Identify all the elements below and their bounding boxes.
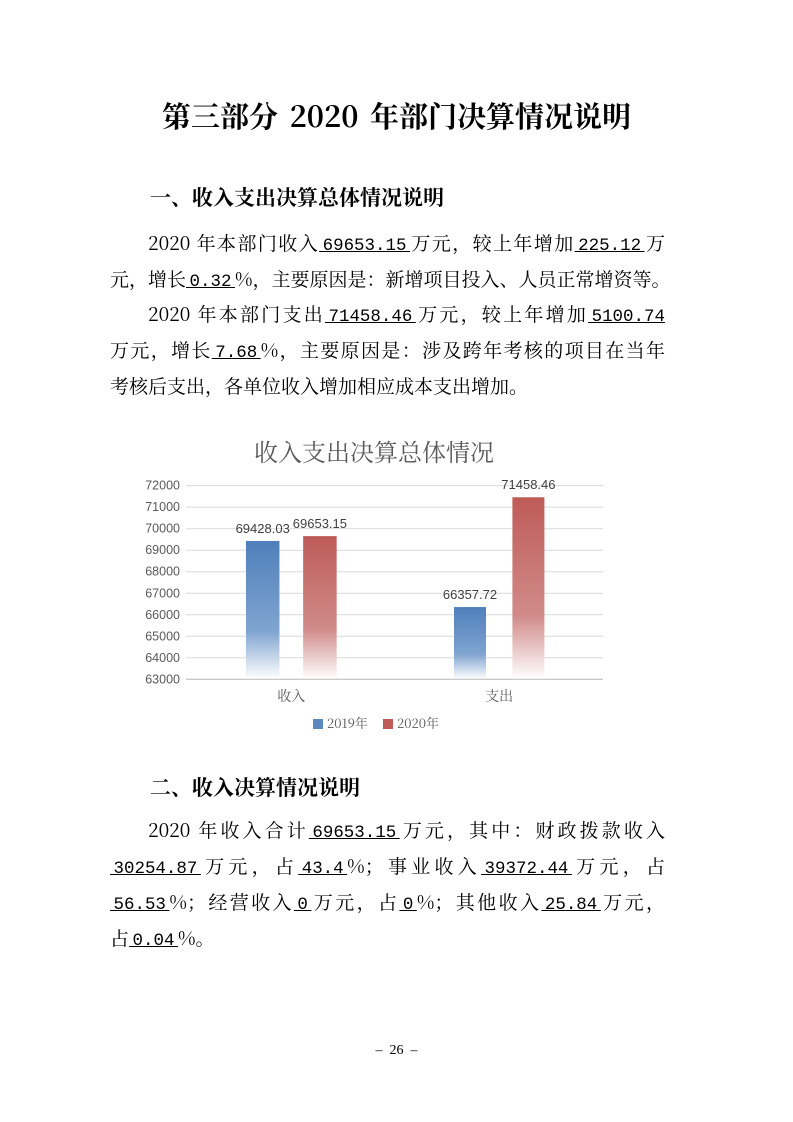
svg-text:68000: 68000 <box>145 565 180 579</box>
svg-text:69653.15: 69653.15 <box>293 516 347 531</box>
svg-text:2019年: 2019年 <box>327 713 368 732</box>
svg-text:64000: 64000 <box>145 651 180 665</box>
svg-text:63000: 63000 <box>145 672 180 686</box>
svg-text:69428.03: 69428.03 <box>236 521 290 536</box>
svg-text:69000: 69000 <box>145 543 180 557</box>
svg-text:支出: 支出 <box>485 686 513 706</box>
svg-text:66000: 66000 <box>145 608 180 622</box>
svg-text:71458.46: 71458.46 <box>501 477 555 492</box>
svg-text:72000: 72000 <box>145 479 180 493</box>
svg-text:71000: 71000 <box>145 500 180 514</box>
svg-text:70000: 70000 <box>145 522 180 536</box>
svg-text:收入: 收入 <box>277 686 305 706</box>
svg-text:65000: 65000 <box>145 629 180 643</box>
svg-text:66357.72: 66357.72 <box>443 587 497 602</box>
svg-text:收入支出决算总体情况: 收入支出决算总体情况 <box>254 433 494 468</box>
svg-text:67000: 67000 <box>145 586 180 600</box>
svg-text:2020年: 2020年 <box>397 713 439 732</box>
